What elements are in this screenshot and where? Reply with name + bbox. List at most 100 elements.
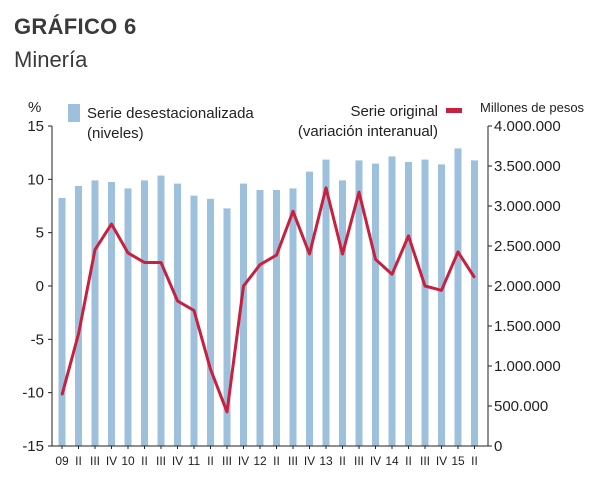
line-point-12 (259, 263, 261, 266)
line-point-18 (358, 191, 360, 193)
bar-10 (223, 208, 231, 446)
left-tick-label-5: -10 (22, 385, 44, 402)
x-tick-label-1: II (75, 454, 82, 468)
left-tick-label-3: 0 (36, 278, 44, 295)
bar-16 (322, 159, 330, 446)
bar-18 (355, 160, 363, 446)
right-tick-label-2: 3.000.000 (494, 198, 561, 215)
right-tick-label-5: 1.500.000 (494, 318, 561, 335)
line-point-19 (374, 258, 377, 261)
x-tick-label-21: II (405, 454, 412, 468)
line-point-13 (275, 254, 278, 256)
right-tick-label-3: 2.500.000 (494, 238, 561, 255)
right-tick-label-1: 3.500.000 (494, 158, 561, 175)
x-tick-label-5: II (141, 454, 148, 468)
line-point-23 (440, 289, 443, 292)
bar-24 (454, 148, 462, 446)
right-tick-label-0: 4.000.000 (494, 118, 561, 135)
line-point-6 (160, 261, 162, 264)
x-tick-label-17: II (339, 454, 346, 468)
x-tick-label-16: 13 (319, 454, 333, 468)
bar-3 (108, 182, 115, 446)
line-point-11 (242, 285, 245, 287)
legend-bar-label-2: (niveles) (87, 125, 144, 142)
right-tick-label-7: 500.000 (494, 398, 548, 415)
bar-20 (388, 156, 396, 446)
right-tick-label-4: 2.000.000 (494, 278, 561, 295)
line-point-16 (325, 187, 327, 189)
bar-13 (273, 190, 280, 446)
x-tick-label-3: IV (106, 454, 117, 468)
x-tick-label-22: III (420, 454, 430, 468)
bar-1 (75, 186, 82, 446)
x-tick-label-10: III (222, 454, 232, 468)
x-tick-label-18: III (354, 454, 364, 468)
bar-23 (438, 164, 445, 446)
legend-line-label-1: Serie original (350, 103, 438, 120)
x-tick-label-15: IV (304, 454, 315, 468)
line-point-22 (424, 285, 426, 287)
bar-15 (306, 171, 313, 446)
bar-4 (124, 188, 132, 446)
bar-2 (91, 180, 99, 446)
right-axis-label: Millones de pesos (480, 100, 585, 115)
line-point-24 (457, 251, 459, 253)
bar-12 (256, 190, 264, 446)
bar-22 (421, 159, 429, 446)
left-tick-label-4: -5 (31, 331, 44, 348)
bar-21 (405, 162, 412, 446)
line-point-20 (391, 273, 393, 276)
bar-7 (174, 183, 181, 446)
line-point-25 (473, 276, 476, 279)
x-tick-label-8: 11 (188, 454, 201, 468)
x-tick-label-0: 09 (55, 454, 69, 468)
line-point-7 (176, 300, 179, 302)
bar-19 (372, 163, 379, 446)
right-tick-label-6: 1.000.000 (494, 358, 561, 375)
bar-5 (141, 180, 148, 446)
x-tick-label-4: 10 (121, 454, 135, 468)
line-point-21 (407, 235, 410, 237)
x-tick-label-20: 14 (385, 454, 399, 468)
left-tick-label-6: -15 (22, 438, 44, 455)
legend-line-label-2: (variación interanual) (298, 123, 438, 140)
bar-25 (471, 160, 478, 446)
x-tick-label-9: II (207, 454, 214, 468)
line-point-4 (127, 252, 129, 254)
bar-14 (289, 188, 297, 446)
x-tick-label-11: IV (238, 454, 249, 468)
left-tick-label-2: 5 (36, 225, 44, 242)
right-axis-ticks: 4.000.000 3.500.000 3.000.000 2.500.000 2.00… (488, 118, 561, 455)
left-axis-ticks: 15 10 5 0 -5 -10 -15 (22, 118, 52, 455)
bar-11 (240, 183, 247, 446)
line-point-14 (292, 210, 294, 213)
line-series (60, 186, 476, 414)
bar-8 (190, 195, 198, 446)
line-point-17 (341, 253, 344, 255)
right-tick-label-8: 0 (494, 438, 502, 455)
bar-9 (207, 198, 214, 446)
line-point-0 (61, 394, 63, 396)
line-point-2 (94, 248, 96, 251)
bar-series (58, 148, 478, 446)
line-point-3 (110, 223, 113, 225)
chart-title: GRÁFICO 6 (14, 14, 137, 39)
x-axis-ticks: 09 II III IV 10 II III IV 11 II III IV 12 II III IV 13 II… (55, 446, 478, 468)
bar-0 (58, 198, 66, 446)
bar-6 (157, 175, 165, 446)
legend-line-swatch (446, 108, 462, 113)
x-tick-label-24: 15 (451, 454, 465, 468)
line-point-8 (193, 309, 195, 312)
x-tick-label-25: II (471, 454, 478, 468)
line-point-15 (308, 253, 311, 255)
left-tick-label-0: 15 (27, 118, 44, 135)
legend-bar-label-1: Serie desestacionalizada (87, 105, 254, 122)
x-tick-label-13: II (273, 454, 280, 468)
x-tick-label-19: IV (370, 454, 381, 468)
x-tick-label-2: III (90, 454, 100, 468)
line-point-10 (226, 411, 228, 413)
x-tick-label-12: 12 (253, 454, 267, 468)
x-tick-label-7: IV (172, 454, 183, 468)
legend-bar-swatch (68, 104, 80, 122)
x-tick-label-23: IV (436, 454, 447, 468)
